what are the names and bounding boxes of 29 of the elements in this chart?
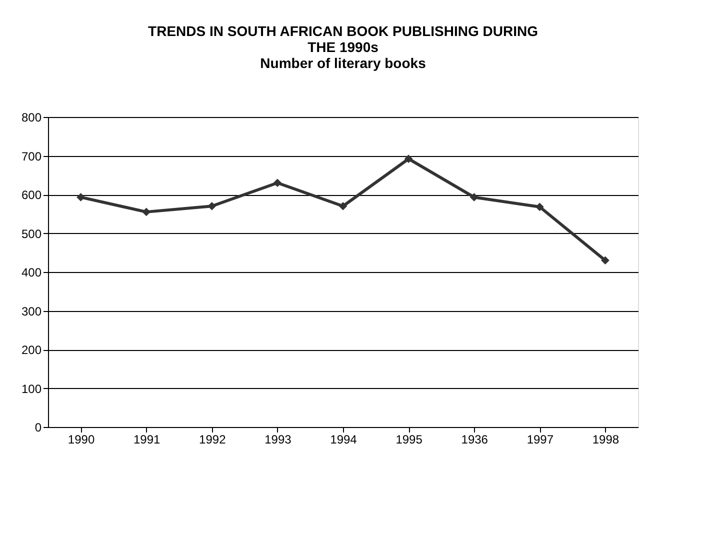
y-tick-label: 800 [21,110,42,124]
x-tick-label: 1994 [330,432,358,446]
point [338,202,348,210]
y-tick-label: 600 [21,188,42,202]
point [208,202,216,210]
text: Number of literary books [260,55,426,71]
point [404,154,413,164]
y-tick-label: 500 [21,226,42,241]
x-tick-label: 1997 [526,432,554,446]
x-tick-label: 1998 [592,432,620,446]
x-tick-label: 1936 [461,432,488,446]
x-tick-label: 1995 [396,432,423,446]
y-tick-label: 300 [21,304,42,318]
y-tick-label: 200 [21,343,42,357]
point [470,193,478,202]
text: THE 1990s [308,39,378,55]
point [601,256,610,265]
x-tick-label: 1990 [68,432,95,446]
x-tick-label: 1992 [199,432,226,446]
y-tick-label: 0 [34,420,42,434]
text: TRENDS IN SOUTH AFRICAN BOOK PUBLISHING DURING [148,23,538,39]
point [273,178,282,188]
y-tick-label: 400 [21,266,42,280]
point [76,193,85,202]
y-tick-label: 100 [21,382,42,396]
x-tick-label: 1993 [264,432,292,446]
x-tick-label: 1991 [133,432,161,446]
y-tick-label: 700 [21,149,42,164]
point [535,202,544,212]
